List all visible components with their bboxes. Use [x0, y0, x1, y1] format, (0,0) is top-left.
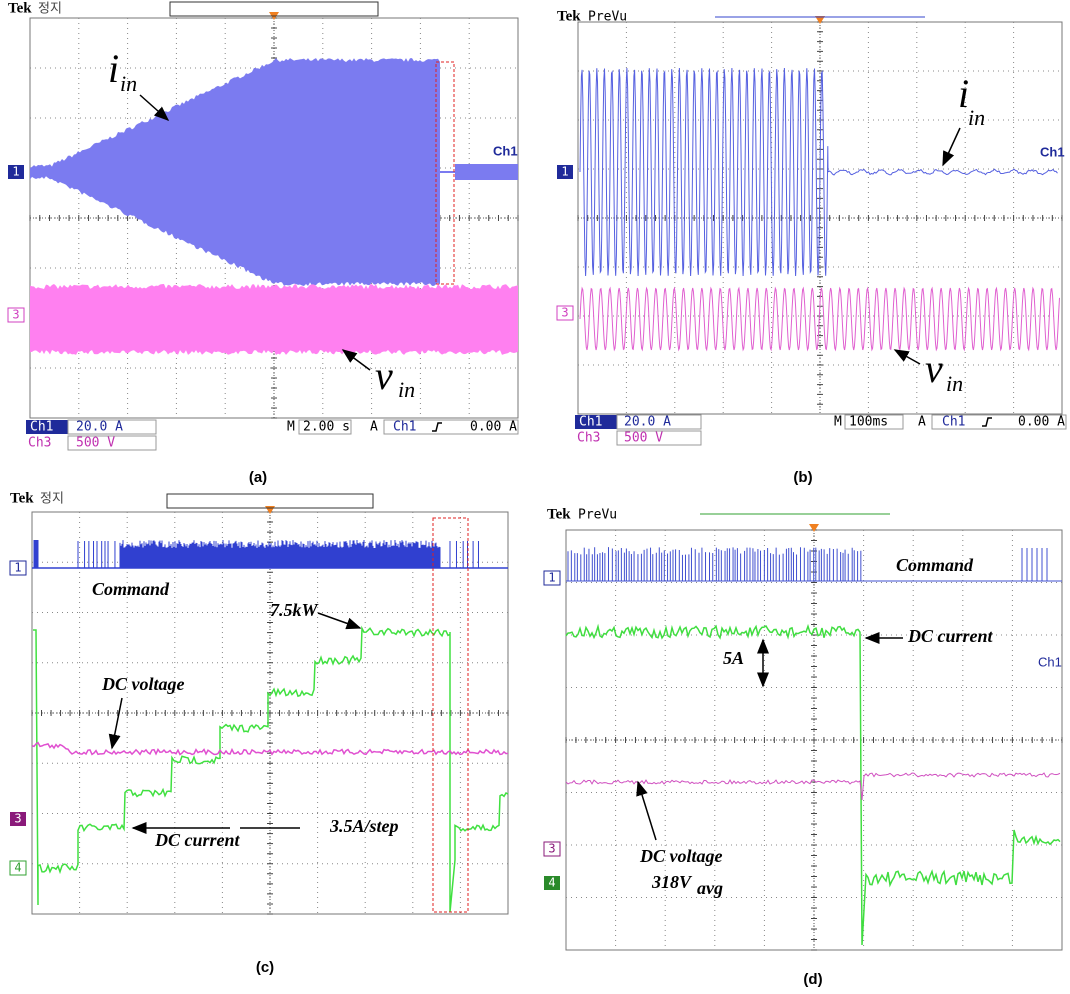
readout: M	[834, 415, 842, 430]
readout: A	[370, 420, 378, 435]
annotation-subscript: in	[946, 371, 963, 396]
ch-marker: 1	[561, 165, 568, 179]
ch-marker: 1	[12, 165, 19, 179]
annotation-symbol: v	[925, 346, 943, 391]
ch-marker: 4	[14, 861, 21, 875]
ch-marker: 3	[14, 812, 21, 826]
right-label: Ch1	[493, 143, 518, 158]
annotation-symbol: i	[108, 46, 119, 91]
status: PreVu	[578, 508, 617, 523]
readout: Ch1	[942, 415, 965, 430]
readout: Ch1	[30, 420, 53, 435]
readout: 100ms	[849, 415, 888, 430]
caption: (a)	[249, 469, 267, 486]
readout: Ch1	[393, 420, 416, 435]
annotation-subscript: avg	[697, 878, 723, 898]
annotation-subscript: in	[398, 377, 415, 402]
readout: 500 V	[76, 436, 115, 451]
readout: Ch3	[577, 431, 600, 446]
annotation-symbol: v	[375, 353, 393, 398]
status: 정지	[40, 492, 64, 507]
voltage-band	[30, 284, 518, 355]
annotation: DC voltage	[639, 846, 723, 866]
annotation: 318V	[651, 872, 693, 892]
annotation-subscript: in	[120, 71, 137, 96]
readout: 0.00 A	[470, 420, 517, 435]
annotation: Command	[92, 579, 170, 599]
ch-marker: 3	[561, 306, 568, 320]
caption: (b)	[793, 469, 812, 486]
caption: (c)	[256, 959, 274, 976]
readout: 500 V	[624, 431, 663, 446]
ch-marker: 1	[14, 561, 21, 575]
right-label: Ch1	[1038, 654, 1062, 669]
annotation-subscript: in	[968, 105, 985, 130]
readout: 2.00 s	[303, 420, 350, 435]
annotation: 3.5A/step	[329, 816, 399, 836]
annotation: 5A	[723, 648, 744, 668]
current-tail	[455, 164, 518, 180]
ch-marker: 3	[12, 308, 19, 322]
readout: 20.0 A	[76, 420, 123, 435]
annotation: Command	[896, 555, 974, 575]
annotation: 7.5kW	[270, 600, 320, 620]
readout: 0.00 A	[1018, 415, 1065, 430]
annotation: DC current	[907, 626, 994, 646]
readout: 20.0 A	[624, 415, 671, 430]
readout: M	[287, 420, 295, 435]
readout: Ch1	[579, 415, 602, 430]
readout: A	[918, 415, 926, 430]
brand: Tek	[557, 8, 581, 24]
caption: (d)	[803, 971, 822, 988]
status: 정지	[38, 2, 62, 17]
ch-marker: 3	[548, 842, 555, 856]
record-bracket	[167, 494, 373, 508]
ch-marker: 4	[548, 876, 555, 890]
right-label: Ch1	[1040, 144, 1065, 159]
figure: Tek 정지 1 3 Ch1 i in v in Ch1 20.0 A Ch3 …	[0, 0, 1070, 994]
brand: Tek	[8, 0, 32, 16]
annotation: DC current	[154, 830, 241, 850]
ch-marker: 1	[548, 571, 555, 585]
annotation: DC voltage	[101, 674, 185, 694]
status: PreVu	[588, 10, 627, 25]
brand: Tek	[10, 490, 34, 506]
readout: Ch3	[28, 436, 51, 451]
brand: Tek	[547, 506, 571, 522]
